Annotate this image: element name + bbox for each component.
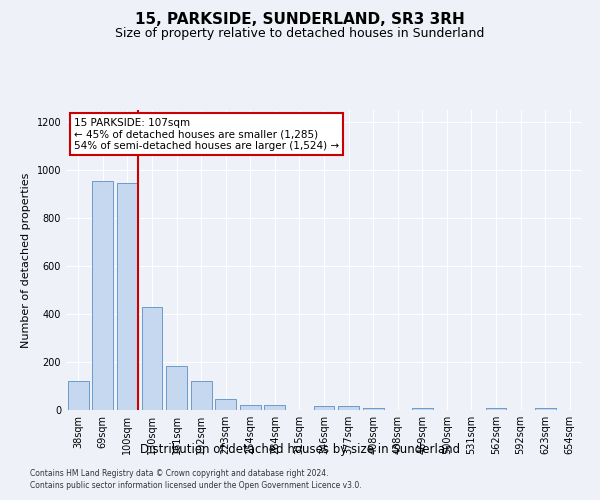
Bar bbox=[142, 307, 163, 410]
Text: 15 PARKSIDE: 107sqm
← 45% of detached houses are smaller (1,285)
54% of semi-det: 15 PARKSIDE: 107sqm ← 45% of detached ho… bbox=[74, 118, 339, 150]
Text: Contains public sector information licensed under the Open Government Licence v3: Contains public sector information licen… bbox=[30, 481, 362, 490]
Bar bbox=[68, 381, 89, 410]
Bar bbox=[338, 406, 359, 410]
Bar bbox=[191, 381, 212, 410]
Bar bbox=[215, 399, 236, 410]
Text: 15, PARKSIDE, SUNDERLAND, SR3 3RH: 15, PARKSIDE, SUNDERLAND, SR3 3RH bbox=[135, 12, 465, 28]
Bar bbox=[117, 183, 138, 410]
Bar bbox=[412, 408, 433, 410]
Text: Size of property relative to detached houses in Sunderland: Size of property relative to detached ho… bbox=[115, 28, 485, 40]
Bar bbox=[92, 181, 113, 410]
Bar bbox=[314, 406, 334, 410]
Bar bbox=[240, 405, 261, 410]
Bar bbox=[265, 405, 286, 410]
Text: Contains HM Land Registry data © Crown copyright and database right 2024.: Contains HM Land Registry data © Crown c… bbox=[30, 468, 329, 477]
Text: Distribution of detached houses by size in Sunderland: Distribution of detached houses by size … bbox=[140, 442, 460, 456]
Bar bbox=[535, 408, 556, 410]
Y-axis label: Number of detached properties: Number of detached properties bbox=[21, 172, 31, 348]
Bar bbox=[166, 366, 187, 410]
Bar bbox=[362, 408, 383, 410]
Bar bbox=[485, 408, 506, 410]
